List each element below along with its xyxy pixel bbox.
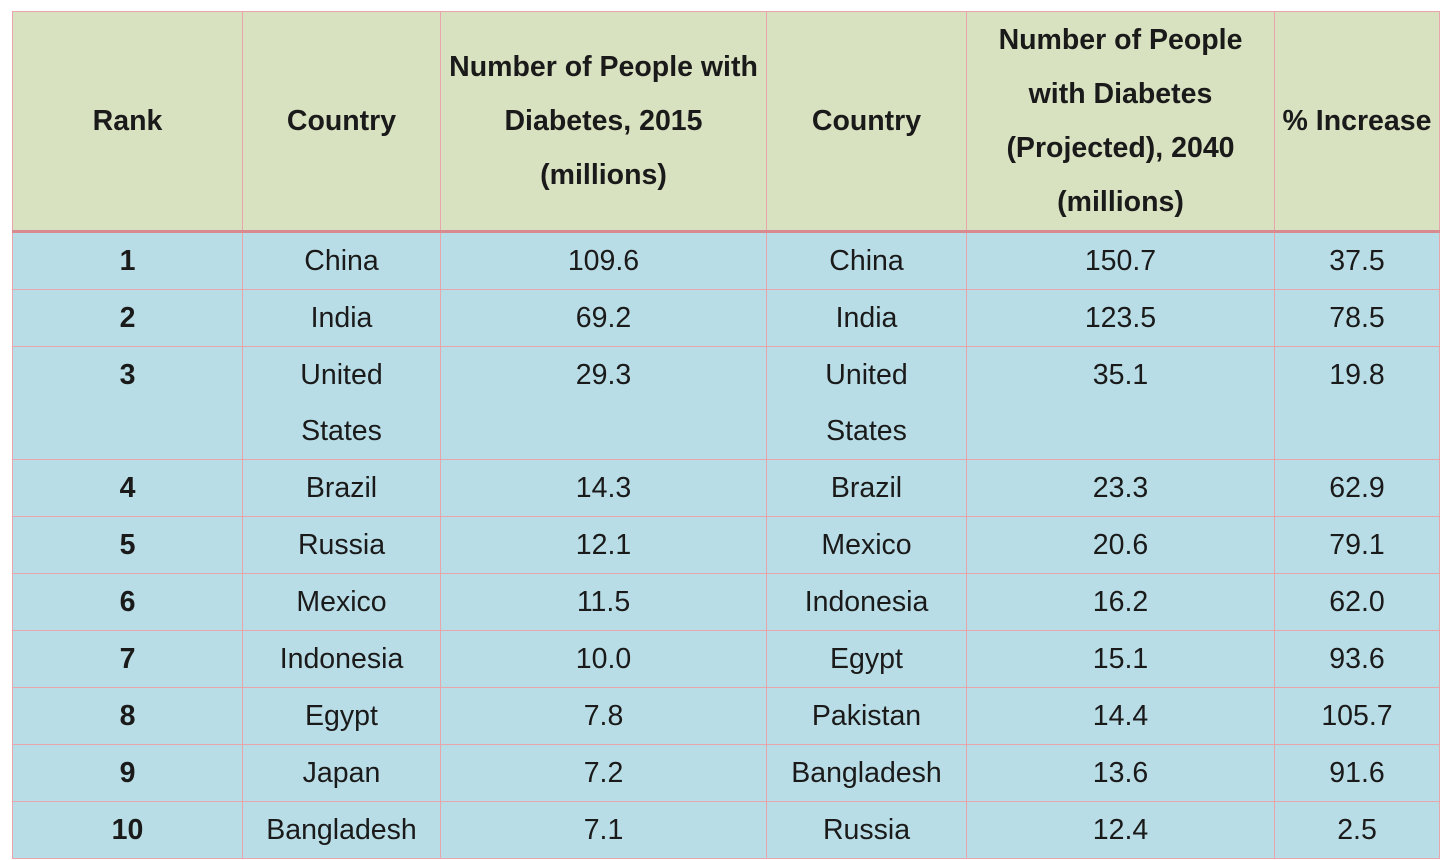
table-row: 8 Egypt 7.8 Pakistan 14.4 105.7 (12, 687, 1440, 745)
rank-cell: 9 (12, 744, 243, 802)
people-2040-cell: 123.5 (966, 289, 1275, 347)
rank-cell: 6 (12, 573, 243, 631)
header-people-2015: Number of People with Diabetes, 2015 (mi… (440, 11, 767, 233)
country-2015-cell: Russia (242, 516, 441, 574)
country-2015-cell: India (242, 289, 441, 347)
people-2040-cell: 14.4 (966, 687, 1275, 745)
pct-increase-cell: 105.7 (1274, 687, 1440, 745)
people-2040-cell: 16.2 (966, 573, 1275, 631)
people-2015-cell: 11.5 (440, 573, 767, 631)
country-2040-cell: Russia (766, 801, 967, 859)
rank-cell: 5 (12, 516, 243, 574)
pct-increase-cell: 93.6 (1274, 630, 1440, 688)
pct-increase-cell: 62.9 (1274, 459, 1440, 517)
country-2040-cell: Egypt (766, 630, 967, 688)
table-row: 9 Japan 7.2 Bangladesh 13.6 91.6 (12, 744, 1440, 802)
pct-increase-cell: 2.5 (1274, 801, 1440, 859)
country-2015-cell: Bangladesh (242, 801, 441, 859)
country-2040-cell: Pakistan (766, 687, 967, 745)
people-2015-cell: 14.3 (440, 459, 767, 517)
table-row: 4 Brazil 14.3 Brazil 23.3 62.9 (12, 459, 1440, 517)
people-2015-cell: 7.1 (440, 801, 767, 859)
rank-cell: 10 (12, 801, 243, 859)
people-2015-cell: 7.2 (440, 744, 767, 802)
pct-increase-cell: 37.5 (1274, 231, 1440, 290)
country-2015-cell: Japan (242, 744, 441, 802)
people-2015-cell: 7.8 (440, 687, 767, 745)
table-row: 5 Russia 12.1 Mexico 20.6 79.1 (12, 516, 1440, 574)
people-2015-cell: 12.1 (440, 516, 767, 574)
header-rank: Rank (12, 11, 243, 233)
table-body: 1 China 109.6 China 150.7 37.5 2 India 6… (12, 231, 1440, 859)
pct-increase-cell: 91.6 (1274, 744, 1440, 802)
rank-cell: 1 (12, 231, 243, 290)
diabetes-table: Rank Country Number of People with Diabe… (12, 11, 1440, 859)
people-2040-cell: 20.6 (966, 516, 1275, 574)
country-2040-cell: United States (766, 346, 967, 460)
country-2015-cell: Indonesia (242, 630, 441, 688)
country-2015-cell: Egypt (242, 687, 441, 745)
country-2040-cell: Brazil (766, 459, 967, 517)
people-2040-cell: 35.1 (966, 346, 1275, 460)
table-row: 2 India 69.2 India 123.5 78.5 (12, 289, 1440, 347)
table-row: 3 United States 29.3 United States 35.1 … (12, 346, 1440, 460)
country-2015-cell: China (242, 231, 441, 290)
table-row: 6 Mexico 11.5 Indonesia 16.2 62.0 (12, 573, 1440, 631)
pct-increase-cell: 62.0 (1274, 573, 1440, 631)
people-2015-cell: 10.0 (440, 630, 767, 688)
people-2040-cell: 150.7 (966, 231, 1275, 290)
rank-cell: 2 (12, 289, 243, 347)
country-2015-cell: Brazil (242, 459, 441, 517)
pct-increase-cell: 19.8 (1274, 346, 1440, 460)
table-header: Rank Country Number of People with Diabe… (12, 11, 1440, 233)
country-2040-cell: China (766, 231, 967, 290)
pct-increase-cell: 78.5 (1274, 289, 1440, 347)
rank-cell: 7 (12, 630, 243, 688)
rank-cell: 4 (12, 459, 243, 517)
country-2015-cell: United States (242, 346, 441, 460)
people-2040-cell: 13.6 (966, 744, 1275, 802)
pct-increase-cell: 79.1 (1274, 516, 1440, 574)
header-row: Rank Country Number of People with Diabe… (12, 11, 1440, 233)
header-country-2015: Country (242, 11, 441, 233)
table-row: 7 Indonesia 10.0 Egypt 15.1 93.6 (12, 630, 1440, 688)
rank-cell: 3 (12, 346, 243, 460)
country-2040-cell: Indonesia (766, 573, 967, 631)
people-2040-cell: 12.4 (966, 801, 1275, 859)
people-2015-cell: 69.2 (440, 289, 767, 347)
country-2040-cell: Mexico (766, 516, 967, 574)
header-people-2040: Number of People with Diabetes (Projecte… (966, 11, 1275, 233)
people-2040-cell: 15.1 (966, 630, 1275, 688)
country-2040-cell: India (766, 289, 967, 347)
people-2015-cell: 29.3 (440, 346, 767, 460)
table-row: 1 China 109.6 China 150.7 37.5 (12, 231, 1440, 290)
rank-cell: 8 (12, 687, 243, 745)
people-2040-cell: 23.3 (966, 459, 1275, 517)
header-pct-increase: % Increase (1274, 11, 1440, 233)
header-country-2040: Country (766, 11, 967, 233)
people-2015-cell: 109.6 (440, 231, 767, 290)
table-row: 10 Bangladesh 7.1 Russia 12.4 2.5 (12, 801, 1440, 859)
country-2015-cell: Mexico (242, 573, 441, 631)
country-2040-cell: Bangladesh (766, 744, 967, 802)
